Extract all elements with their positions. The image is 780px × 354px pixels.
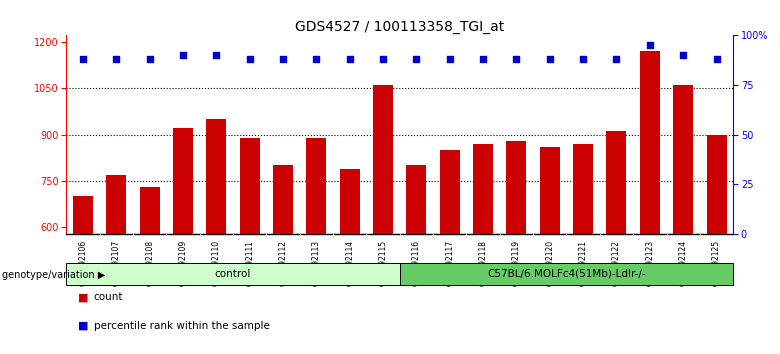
Bar: [607, 131, 626, 234]
Text: percentile rank within the sample: percentile rank within the sample: [94, 321, 269, 331]
Point: [577, 56, 590, 62]
Point: [377, 56, 389, 62]
Point: [343, 56, 356, 62]
Point: [610, 56, 622, 62]
Point: [677, 52, 690, 58]
Point: [277, 56, 289, 62]
Text: control: control: [215, 269, 251, 279]
Bar: [399, 263, 733, 285]
Bar: [573, 144, 593, 234]
Point: [177, 52, 190, 58]
Point: [76, 56, 89, 62]
Text: ■: ■: [78, 321, 88, 331]
Bar: [406, 165, 427, 234]
Point: [544, 56, 556, 62]
Point: [477, 56, 489, 62]
Title: GDS4527 / 100113358_TGI_at: GDS4527 / 100113358_TGI_at: [295, 21, 505, 34]
Bar: [340, 169, 360, 234]
Bar: [673, 85, 693, 234]
Point: [110, 56, 122, 62]
Bar: [66, 263, 399, 285]
Bar: [73, 196, 93, 234]
Point: [711, 56, 723, 62]
Point: [310, 56, 323, 62]
Bar: [207, 119, 226, 234]
Bar: [140, 187, 160, 234]
Point: [510, 56, 523, 62]
Bar: [440, 150, 459, 234]
Point: [243, 56, 256, 62]
Bar: [106, 175, 126, 234]
Bar: [273, 165, 293, 234]
Point: [144, 56, 156, 62]
Bar: [173, 128, 193, 234]
Bar: [239, 138, 260, 234]
Bar: [640, 51, 660, 234]
Bar: [373, 85, 393, 234]
Bar: [506, 141, 526, 234]
Bar: [707, 135, 726, 234]
Point: [644, 42, 656, 48]
Bar: [473, 144, 493, 234]
Text: C57BL/6.MOLFc4(51Mb)-Ldlr-/-: C57BL/6.MOLFc4(51Mb)-Ldlr-/-: [487, 269, 646, 279]
Bar: [540, 147, 560, 234]
Text: count: count: [94, 292, 123, 302]
Bar: [307, 138, 326, 234]
Point: [444, 56, 456, 62]
Point: [410, 56, 423, 62]
Point: [210, 52, 222, 58]
Text: ■: ■: [78, 292, 88, 302]
Text: genotype/variation ▶: genotype/variation ▶: [2, 270, 105, 280]
